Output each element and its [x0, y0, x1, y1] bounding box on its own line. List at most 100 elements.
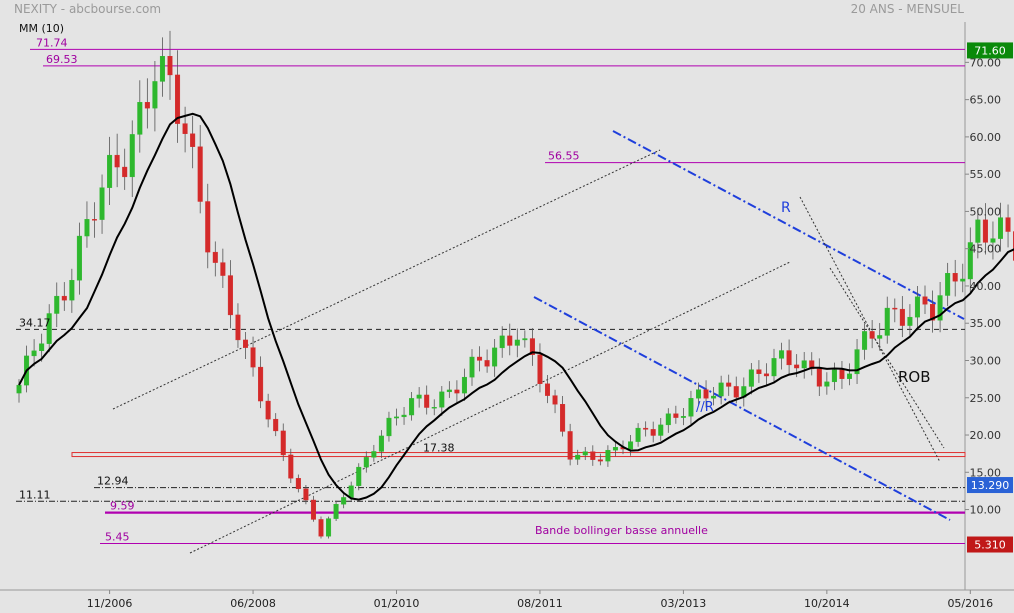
candle	[718, 375, 724, 405]
candle	[575, 449, 581, 465]
y-tick-label: 55.00	[970, 168, 1002, 181]
candle	[439, 386, 445, 416]
x-tick-label: 05/2016	[947, 597, 993, 610]
annotation-rob: ROB	[898, 368, 931, 386]
x-tick-label: 10/2014	[804, 597, 850, 610]
candle	[114, 133, 120, 188]
candle	[499, 326, 505, 358]
level-label-34-17: 34.17	[19, 316, 51, 329]
candle	[326, 516, 332, 539]
candle	[137, 80, 143, 153]
candle	[167, 30, 173, 100]
y-tick-label: 25.00	[970, 392, 1002, 405]
candle	[175, 50, 181, 143]
candle	[99, 174, 105, 234]
candle	[779, 342, 785, 370]
candle	[990, 221, 996, 260]
level-label-5-45: 5.45	[105, 530, 130, 543]
candle	[545, 374, 551, 404]
candle	[914, 285, 920, 331]
candle	[477, 346, 483, 372]
y-tick-label: 35.00	[970, 317, 1002, 330]
candle	[696, 382, 702, 405]
candle	[484, 349, 490, 373]
x-tick-label: 08/2011	[517, 597, 563, 610]
channel-upper-line	[112, 149, 661, 410]
candle	[726, 374, 732, 396]
candle	[431, 399, 437, 416]
candle	[930, 290, 936, 333]
price-tag-label: 13.290	[971, 479, 1010, 492]
candle	[401, 407, 407, 425]
candle	[605, 445, 611, 467]
candle	[590, 445, 596, 466]
y-tick-label: 70.00	[970, 56, 1002, 69]
channel-lower-line	[189, 261, 791, 554]
rob-trend-line	[799, 196, 941, 463]
candle	[597, 453, 603, 466]
candle	[258, 356, 264, 409]
candle	[945, 262, 951, 307]
candle	[907, 304, 913, 336]
candle	[356, 463, 362, 491]
moving-average	[18, 112, 1014, 501]
candle	[899, 296, 905, 338]
candle	[318, 516, 324, 539]
candle	[492, 338, 498, 377]
candle	[643, 421, 649, 437]
candle	[937, 282, 943, 333]
candle	[91, 202, 97, 238]
candle	[982, 203, 988, 255]
candle	[522, 330, 528, 348]
candle	[76, 222, 82, 295]
candle	[31, 339, 37, 367]
resistance-r-line	[612, 130, 965, 320]
candle	[416, 387, 422, 408]
candle	[673, 405, 679, 424]
horizontal-levels	[16, 48, 966, 544]
candle	[748, 363, 754, 395]
level-labels: 71.74 69.53 56.55 34.17 17.38 12.94 11.11 9.59 5…	[19, 36, 580, 543]
candle	[628, 435, 634, 456]
candle	[612, 441, 618, 457]
candle	[469, 349, 475, 386]
candle	[250, 336, 256, 377]
level-label-11-11: 11.11	[19, 488, 51, 501]
candle	[288, 448, 294, 484]
chart-timeframe-label: 20 ANS - MENSUEL	[851, 2, 965, 16]
candle	[424, 385, 430, 415]
candle	[220, 248, 226, 288]
level-label-9-59: 9.59	[110, 500, 135, 513]
candle	[295, 474, 301, 493]
candle	[363, 451, 369, 473]
candle	[129, 120, 135, 198]
candle	[144, 78, 150, 129]
candle	[922, 285, 928, 314]
candle	[454, 380, 460, 403]
candle	[235, 303, 241, 348]
candle	[280, 423, 286, 462]
price-tags: 71.60 13.290 5.310	[967, 42, 1013, 553]
moving-average-line	[18, 112, 1014, 501]
x-tick-label: 01/2010	[374, 597, 420, 610]
y-tick-label: 40.00	[970, 280, 1002, 293]
candle	[952, 259, 958, 297]
candle	[537, 343, 543, 393]
candle	[892, 298, 898, 323]
y-tick-label: 20.00	[970, 429, 1002, 442]
candle	[786, 339, 792, 374]
candle	[567, 423, 573, 466]
candle	[529, 328, 535, 366]
candle	[831, 362, 837, 391]
candle	[205, 183, 211, 269]
candle	[635, 423, 641, 447]
candle	[771, 348, 777, 383]
candle	[514, 328, 520, 358]
candle	[877, 323, 883, 351]
level-label-56-55: 56.55	[548, 150, 580, 163]
candle	[658, 417, 664, 441]
candle	[854, 339, 860, 385]
candle	[582, 446, 588, 461]
candle	[107, 136, 113, 206]
